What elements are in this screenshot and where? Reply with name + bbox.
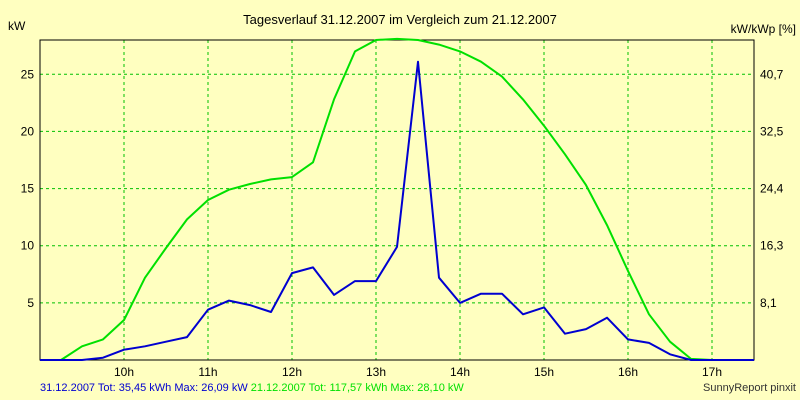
chart-series (40, 37, 754, 361)
y-tick-label-left: 10 (21, 239, 35, 253)
chart-labels: 10h 11h 12h 13h 14h 15h 16h 17h 5 10 15 20 25 8,1 16,3… (21, 67, 784, 379)
x-tick-label: 13h (366, 365, 386, 379)
x-tick-label: 14h (450, 365, 470, 379)
legend-series-blue: 31.12.2007 Tot: 35,45 kWh Max: 26,09 kW (40, 382, 248, 394)
y-tick-label-right: 24,4 (760, 182, 784, 196)
x-tick-label: 16h (618, 365, 638, 379)
x-tick-label: 10h (114, 365, 134, 379)
y-tick-label-left: 15 (21, 182, 35, 196)
plot-area-frame (39, 39, 755, 361)
y-axis-left-label: kW (8, 19, 26, 33)
y-tick-label-right: 40,7 (760, 67, 784, 81)
y-tick-label-right: 16,3 (760, 239, 784, 253)
x-tick-label: 15h (534, 365, 554, 379)
x-tick-label: 17h (702, 365, 722, 379)
chart-credit: SunnyReport pinxit (703, 382, 796, 394)
y-tick-label-right: 32,5 (760, 124, 784, 138)
y-tick-label-right: 8,1 (760, 296, 777, 310)
chart-footer-legend: 31.12.2007 Tot: 35,45 kWh Max: 26,09 kW … (40, 382, 464, 394)
y-tick-label-left: 25 (21, 67, 35, 81)
y-tick-label-left: 5 (27, 296, 34, 310)
chart-title: Tagesverlauf 31.12.2007 im Vergleich zum… (243, 12, 557, 27)
x-tick-label: 12h (282, 365, 302, 379)
series-line-green (40, 37, 754, 361)
chart-grid (40, 40, 754, 360)
series-line-blue (40, 60, 754, 361)
legend-series-green: 21.12.2007 Tot: 117,57 kWh Max: 28,10 kW (250, 382, 464, 394)
y-tick-label-left: 20 (21, 124, 35, 138)
x-tick-label: 11h (198, 365, 217, 379)
y-axis-right-label: kW/kWp [%] (731, 22, 796, 36)
